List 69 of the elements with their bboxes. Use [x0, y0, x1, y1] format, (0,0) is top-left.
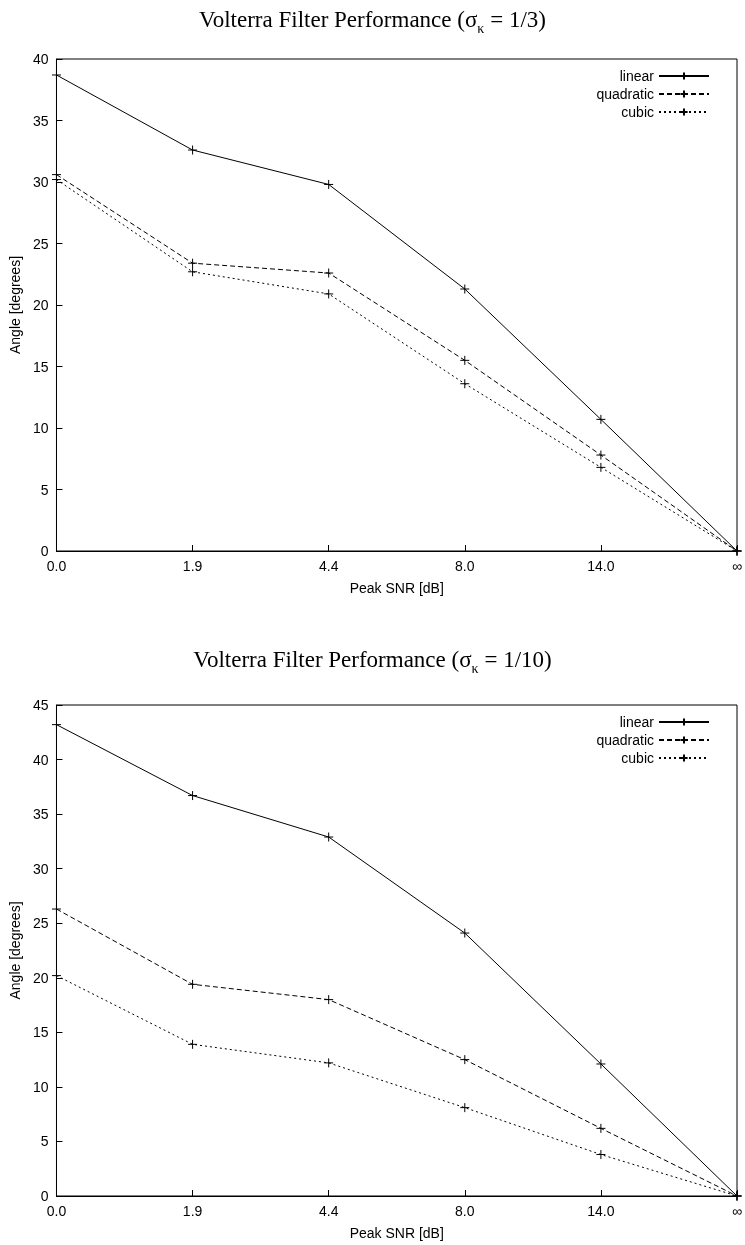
- point: [323, 832, 334, 843]
- point: [459, 355, 470, 366]
- point: [595, 414, 606, 425]
- y-tick-label: 15: [32, 1024, 49, 1041]
- y-tick-label: 30: [32, 860, 49, 877]
- x-tick-label: ∞: [732, 1203, 743, 1219]
- point: [187, 145, 198, 156]
- point: [459, 378, 470, 389]
- legend-label: quadratic: [596, 732, 654, 748]
- x-tick-label: 14.0: [587, 1203, 615, 1219]
- x-tick-label: 8.0: [455, 1203, 475, 1219]
- x-tick-label: 0.0: [46, 1203, 67, 1219]
- point: [323, 179, 334, 190]
- legend-label: linear: [619, 68, 655, 84]
- point: [51, 719, 62, 730]
- x-tick-label: 8.0: [455, 558, 475, 574]
- y-axis-title: Angle [degrees]: [7, 255, 23, 355]
- y-tick-label: 0: [40, 1188, 49, 1204]
- point: [187, 979, 198, 990]
- point: [323, 994, 334, 1005]
- x-tick-label: 0.0: [46, 558, 67, 574]
- point: [323, 268, 334, 279]
- point: [595, 462, 606, 473]
- point: [595, 450, 606, 461]
- point: [595, 1123, 606, 1134]
- y-tick-label: 10: [32, 420, 49, 436]
- y-tick-label: 20: [32, 969, 49, 986]
- point: [459, 284, 470, 295]
- point: [51, 174, 62, 185]
- point: [187, 790, 198, 801]
- point: [51, 970, 62, 981]
- y-axis-title: Angle [degrees]: [7, 901, 23, 1000]
- y-tick-label: 20: [32, 297, 49, 313]
- x-tick-label: 4.4: [318, 1203, 339, 1219]
- x-tick-label: 1.9: [182, 558, 203, 574]
- x-axis-title: Peak SNR [dB]: [349, 580, 444, 596]
- point: [459, 1054, 470, 1065]
- y-tick-label: 40: [32, 751, 49, 768]
- y-tick-label: 5: [40, 481, 49, 498]
- point: [187, 1039, 198, 1050]
- x-axis-title: Peak SNR [dB]: [349, 1225, 444, 1241]
- y-tick-label: 35: [32, 806, 49, 823]
- y-tick-label: 30: [32, 174, 49, 190]
- point: [459, 1102, 470, 1113]
- point: [595, 1058, 606, 1069]
- y-tick-label: 5: [40, 1133, 49, 1150]
- legend-label: linear: [619, 714, 655, 730]
- x-tick-label: ∞: [732, 558, 743, 574]
- y-tick-label: 15: [32, 358, 49, 375]
- y-tick-label: 35: [32, 112, 49, 129]
- legend-label: cubic: [621, 750, 654, 766]
- legend-label: quadratic: [596, 86, 654, 102]
- chart-title: Volterra Filter Performance (σ$_{κ}$ = 1/3): [198, 6, 547, 38]
- y-tick-label: 25: [32, 235, 49, 252]
- legend-label: cubic: [621, 104, 654, 120]
- chart-title: Volterra Filter Performance (σ$_{κ}$ = 1/10): [192, 646, 553, 678]
- point: [323, 288, 334, 299]
- y-tick-label: 0: [40, 543, 49, 559]
- point: [595, 1149, 606, 1160]
- y-tick-label: 45: [32, 697, 49, 713]
- y-tick-label: 25: [32, 915, 49, 932]
- point: [459, 928, 470, 939]
- point: [187, 266, 198, 277]
- y-tick-label: 10: [32, 1078, 49, 1095]
- x-tick-label: 14.0: [587, 558, 615, 574]
- point: [323, 1057, 334, 1068]
- y-tick-label: 40: [32, 51, 49, 67]
- x-tick-label: 1.9: [182, 1203, 203, 1219]
- x-tick-label: 4.4: [318, 558, 339, 574]
